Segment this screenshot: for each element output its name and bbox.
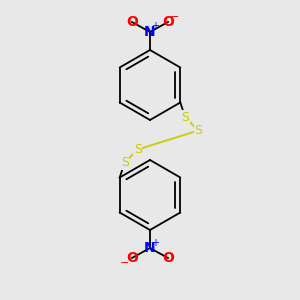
Text: S: S bbox=[134, 143, 142, 156]
Text: +: + bbox=[151, 21, 159, 31]
Text: O: O bbox=[126, 251, 138, 265]
Text: N: N bbox=[144, 25, 156, 39]
Text: −: − bbox=[170, 12, 180, 22]
Text: O: O bbox=[126, 15, 138, 29]
Text: +: + bbox=[151, 238, 159, 248]
Text: N: N bbox=[144, 241, 156, 255]
Text: S: S bbox=[121, 156, 129, 169]
Text: O: O bbox=[162, 15, 174, 29]
Text: S: S bbox=[194, 124, 202, 137]
Text: S: S bbox=[181, 111, 189, 124]
Text: −: − bbox=[120, 258, 130, 268]
Text: O: O bbox=[162, 251, 174, 265]
